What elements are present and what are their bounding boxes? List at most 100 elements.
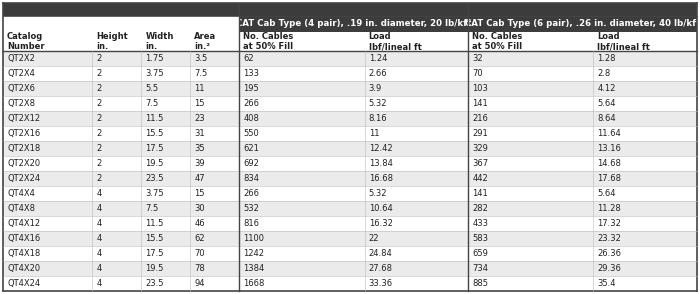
Text: 532: 532 xyxy=(244,204,259,213)
Text: 23: 23 xyxy=(195,114,205,123)
Text: Width
in.: Width in. xyxy=(146,32,174,51)
Bar xyxy=(3,186,697,201)
Text: Area
in.²: Area in.² xyxy=(195,32,216,51)
Text: CAT Cab Type (6 pair), .26 in. diameter, 40 lb/kft: CAT Cab Type (6 pair), .26 in. diameter,… xyxy=(465,19,700,29)
Text: 11: 11 xyxy=(369,129,379,138)
Text: 15: 15 xyxy=(195,99,205,108)
Text: 734: 734 xyxy=(473,264,488,273)
Text: 29.36: 29.36 xyxy=(597,264,622,273)
Text: 94: 94 xyxy=(195,279,205,288)
Text: 32: 32 xyxy=(473,54,483,63)
Text: 4: 4 xyxy=(97,219,102,228)
Text: 5.32: 5.32 xyxy=(369,99,387,108)
Text: 17.32: 17.32 xyxy=(597,219,622,228)
Bar xyxy=(3,231,697,246)
Text: 17.5: 17.5 xyxy=(146,144,164,153)
Text: 2.8: 2.8 xyxy=(597,69,610,78)
Text: 659: 659 xyxy=(473,249,488,258)
Text: 816: 816 xyxy=(244,219,260,228)
Text: QT4X16: QT4X16 xyxy=(7,234,41,243)
Bar xyxy=(3,216,697,231)
Text: 19.5: 19.5 xyxy=(146,264,164,273)
Text: 78: 78 xyxy=(195,264,205,273)
Text: 11.28: 11.28 xyxy=(597,204,621,213)
Text: No. Cables
at 50% Fill: No. Cables at 50% Fill xyxy=(244,32,293,51)
Text: 2: 2 xyxy=(97,144,102,153)
Bar xyxy=(239,32,468,51)
Bar xyxy=(468,16,697,32)
Text: 4: 4 xyxy=(97,264,102,273)
Bar xyxy=(3,111,697,126)
Text: 23.32: 23.32 xyxy=(597,234,622,243)
Text: 3.75: 3.75 xyxy=(146,189,164,198)
Text: 2: 2 xyxy=(97,69,102,78)
Bar xyxy=(3,66,697,81)
Text: 291: 291 xyxy=(473,129,488,138)
Text: QT2X6: QT2X6 xyxy=(7,84,35,93)
Text: 282: 282 xyxy=(473,204,488,213)
Bar xyxy=(3,96,697,111)
Text: 266: 266 xyxy=(244,99,260,108)
Bar xyxy=(3,171,697,186)
Text: 2: 2 xyxy=(97,114,102,123)
Text: 10.64: 10.64 xyxy=(369,204,392,213)
Text: CAT Cab Type (4 pair), .19 in. diameter, 20 lb/kft: CAT Cab Type (4 pair), .19 in. diameter,… xyxy=(236,19,471,29)
Text: QT4X18: QT4X18 xyxy=(7,249,41,258)
Text: 11.64: 11.64 xyxy=(597,129,621,138)
Text: 2: 2 xyxy=(97,129,102,138)
Text: 62: 62 xyxy=(244,54,254,63)
Text: 70: 70 xyxy=(195,249,205,258)
Text: No. Cables
at 50% Fill: No. Cables at 50% Fill xyxy=(473,32,522,51)
Text: 3.9: 3.9 xyxy=(369,84,382,93)
Text: 692: 692 xyxy=(244,159,259,168)
Text: 17.68: 17.68 xyxy=(597,174,622,183)
Text: 1100: 1100 xyxy=(244,234,265,243)
Text: 62: 62 xyxy=(195,234,205,243)
Text: 26.36: 26.36 xyxy=(597,249,622,258)
Text: 103: 103 xyxy=(473,84,488,93)
Text: 442: 442 xyxy=(473,174,488,183)
Text: 4: 4 xyxy=(97,249,102,258)
Text: QT4X20: QT4X20 xyxy=(7,264,40,273)
Text: 16.32: 16.32 xyxy=(369,219,393,228)
Text: Catalog
Number: Catalog Number xyxy=(7,32,45,51)
Bar xyxy=(3,81,697,96)
Text: QT2X18: QT2X18 xyxy=(7,144,41,153)
Text: 583: 583 xyxy=(473,234,488,243)
Text: 1384: 1384 xyxy=(244,264,265,273)
Text: 70: 70 xyxy=(473,69,483,78)
Text: QT2X4: QT2X4 xyxy=(7,69,35,78)
Text: 2: 2 xyxy=(97,84,102,93)
Bar xyxy=(468,32,697,51)
Text: Load
lbf/lineal ft: Load lbf/lineal ft xyxy=(369,32,421,51)
Text: 885: 885 xyxy=(473,279,488,288)
Text: 4.12: 4.12 xyxy=(597,84,616,93)
Text: 13.16: 13.16 xyxy=(597,144,622,153)
Bar xyxy=(3,276,697,291)
Text: 5.5: 5.5 xyxy=(146,84,158,93)
Text: 24.84: 24.84 xyxy=(369,249,392,258)
Text: 141: 141 xyxy=(473,99,488,108)
Text: 8.16: 8.16 xyxy=(369,114,387,123)
Text: 14.68: 14.68 xyxy=(597,159,622,168)
Text: 5.32: 5.32 xyxy=(369,189,387,198)
Text: 16.68: 16.68 xyxy=(369,174,393,183)
Text: 1.24: 1.24 xyxy=(369,54,387,63)
Text: 7.5: 7.5 xyxy=(195,69,208,78)
Text: 13.84: 13.84 xyxy=(369,159,393,168)
Text: 2.66: 2.66 xyxy=(369,69,387,78)
Text: 27.68: 27.68 xyxy=(369,264,393,273)
Text: QT2X8: QT2X8 xyxy=(7,99,35,108)
Text: QT4X8: QT4X8 xyxy=(7,204,35,213)
Text: 3.5: 3.5 xyxy=(195,54,208,63)
Text: 11.5: 11.5 xyxy=(146,219,164,228)
Text: 15: 15 xyxy=(195,189,205,198)
Text: 39: 39 xyxy=(195,159,205,168)
Text: 408: 408 xyxy=(244,114,259,123)
Text: 4: 4 xyxy=(97,204,102,213)
Bar xyxy=(3,261,697,276)
Text: 329: 329 xyxy=(473,144,488,153)
Text: 8.64: 8.64 xyxy=(597,114,616,123)
Text: 1.75: 1.75 xyxy=(146,54,164,63)
Text: 266: 266 xyxy=(244,189,260,198)
